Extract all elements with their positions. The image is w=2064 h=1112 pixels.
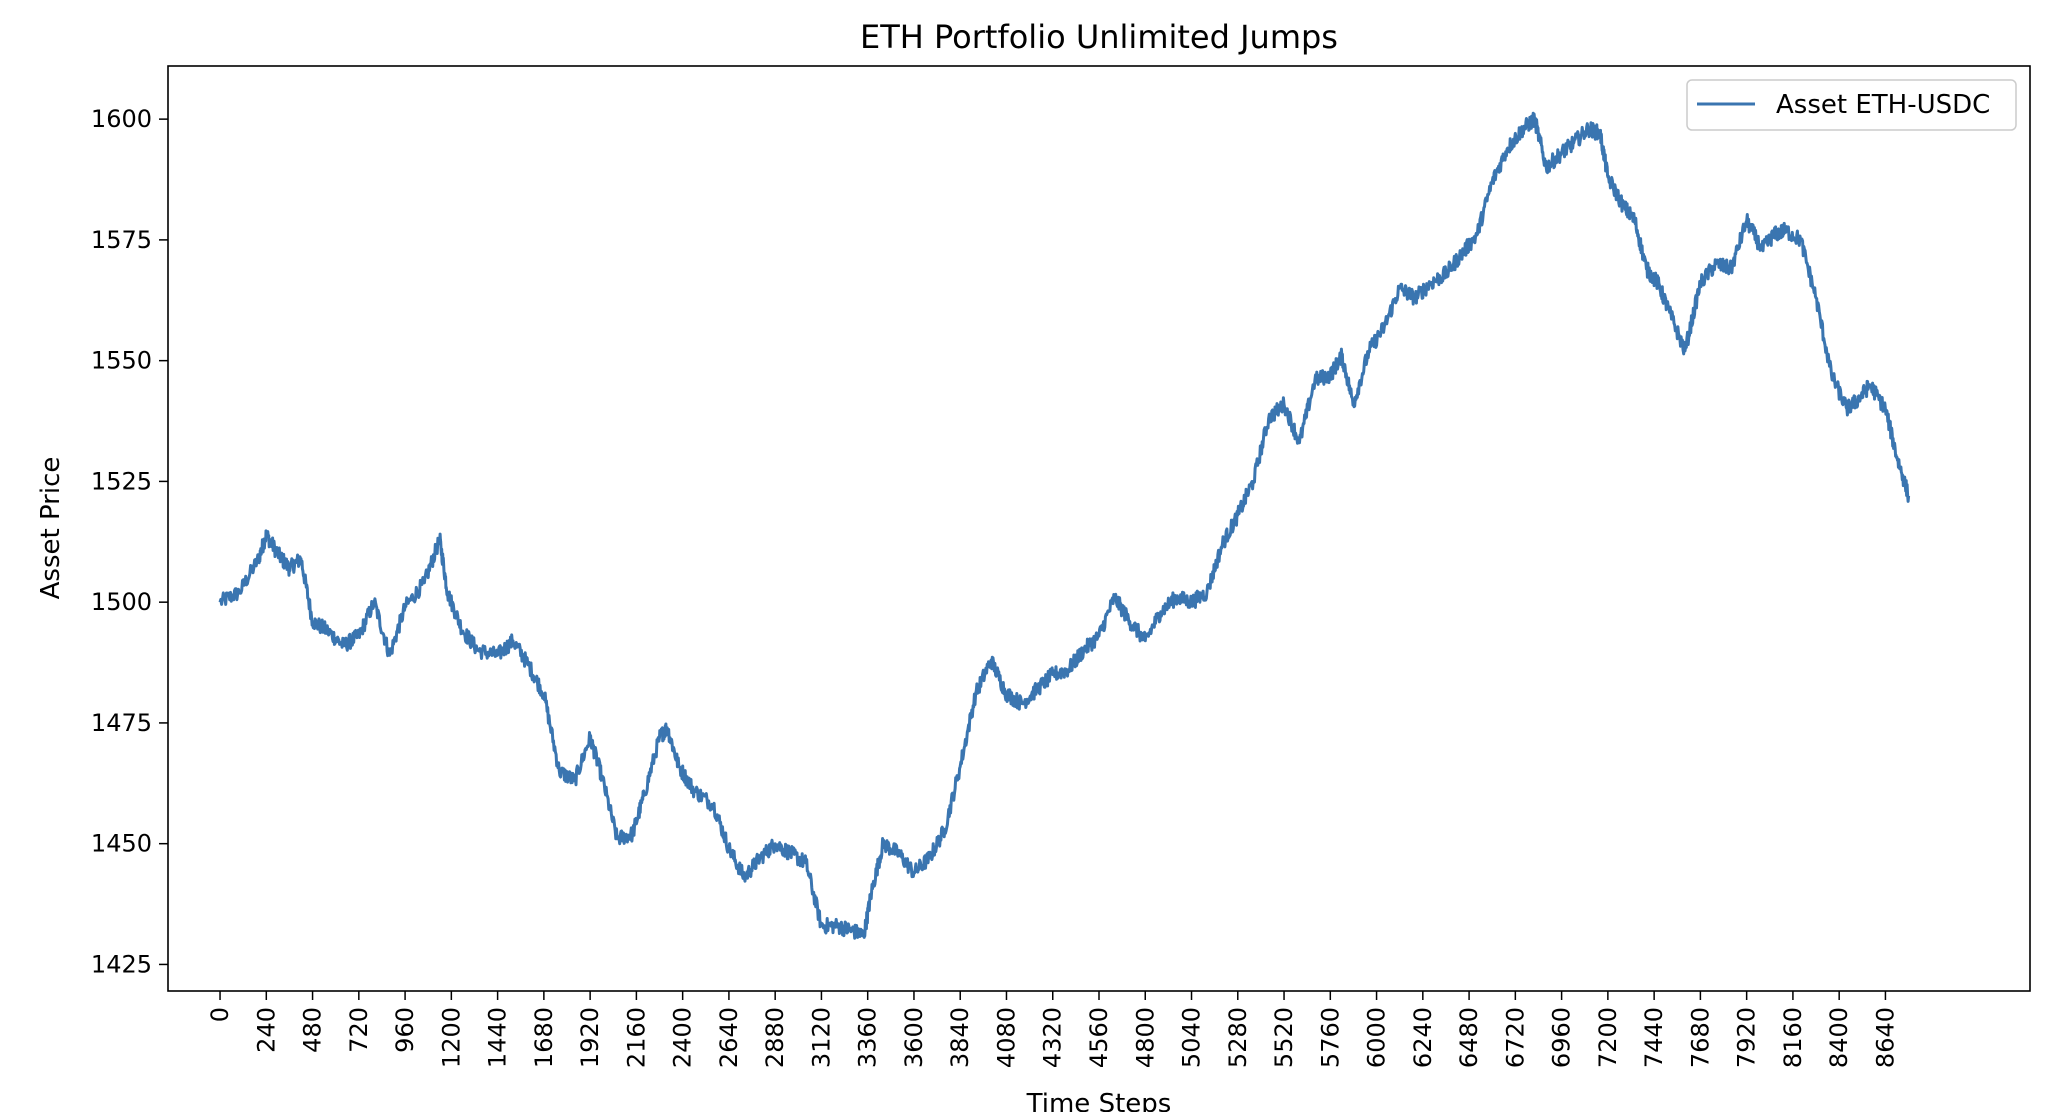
- x-tick-label: 5280: [1224, 1007, 1252, 1068]
- x-tick-label: 8640: [1871, 1007, 1899, 1068]
- x-tick-label: 5520: [1270, 1007, 1298, 1068]
- x-tick-label: 6240: [1409, 1007, 1437, 1068]
- x-tick-label: 3600: [900, 1007, 928, 1068]
- y-tick-label: 1575: [91, 226, 152, 254]
- x-tick-label: 6480: [1455, 1007, 1483, 1068]
- legend-label: Asset ETH-USDC: [1776, 90, 1990, 120]
- y-tick-label: 1425: [91, 950, 152, 978]
- x-tick-label: 3840: [946, 1007, 974, 1068]
- x-tick-label: 8400: [1825, 1007, 1853, 1068]
- x-tick-label: 7680: [1686, 1007, 1714, 1068]
- x-tick-label: 2400: [669, 1007, 697, 1068]
- x-tick-label: 2640: [715, 1007, 743, 1068]
- x-tick-label: 960: [391, 1007, 419, 1053]
- x-tick-label: 8160: [1779, 1007, 1807, 1068]
- x-tick-label: 480: [299, 1007, 327, 1053]
- x-tick-label: 6000: [1363, 1007, 1391, 1068]
- chart-title: ETH Portfolio Unlimited Jumps: [860, 18, 1338, 56]
- y-tick-label: 1600: [91, 105, 152, 133]
- x-tick-label: 2160: [622, 1007, 650, 1068]
- x-tick-label: 1440: [484, 1007, 512, 1068]
- x-tick-label: 4080: [992, 1007, 1020, 1068]
- x-tick-label: 240: [252, 1007, 280, 1053]
- x-tick-label: 6960: [1548, 1007, 1576, 1068]
- x-tick-label: 2880: [761, 1007, 789, 1068]
- x-axis-label: Time Steps: [1026, 1089, 1172, 1112]
- x-tick-label: 720: [345, 1007, 373, 1053]
- y-axis: 1425 1450 1475 1500 1525 1550 1575 1600: [91, 105, 168, 978]
- y-tick-label: 1475: [91, 709, 152, 737]
- y-axis-label: Asset Price: [36, 457, 66, 600]
- x-tick-label: 4320: [1039, 1007, 1067, 1068]
- x-tick-label: 5760: [1316, 1007, 1344, 1068]
- x-tick-label: 1920: [576, 1007, 604, 1068]
- x-tick-label: 7920: [1733, 1007, 1761, 1068]
- x-tick-label: 3120: [807, 1007, 835, 1068]
- x-tick-label: 4560: [1085, 1007, 1113, 1068]
- x-tick-label: 7440: [1640, 1007, 1668, 1068]
- x-tick-label: 1680: [530, 1007, 558, 1068]
- series-line-eth-usdc: [218, 111, 1911, 940]
- y-tick-label: 1450: [91, 830, 152, 858]
- plot-area: [218, 111, 1911, 940]
- x-tick-label: 6720: [1501, 1007, 1529, 1068]
- x-tick-label: 4800: [1131, 1007, 1159, 1068]
- legend: Asset ETH-USDC: [1686, 79, 2017, 131]
- x-tick-label: 7200: [1594, 1007, 1622, 1068]
- x-tick-label: 1200: [437, 1007, 465, 1068]
- y-tick-label: 1550: [91, 347, 152, 375]
- y-tick-label: 1525: [91, 467, 152, 495]
- y-tick-label: 1500: [91, 588, 152, 616]
- x-tick-label: 0: [206, 1007, 234, 1022]
- x-tick-label: 3360: [854, 1007, 882, 1068]
- legend-box: [1686, 79, 2017, 131]
- x-tick-label: 5040: [1178, 1007, 1206, 1068]
- x-axis: 0 240 480 720 960 1200 1440 1680 1920 2160 2400 264…: [206, 991, 1899, 1068]
